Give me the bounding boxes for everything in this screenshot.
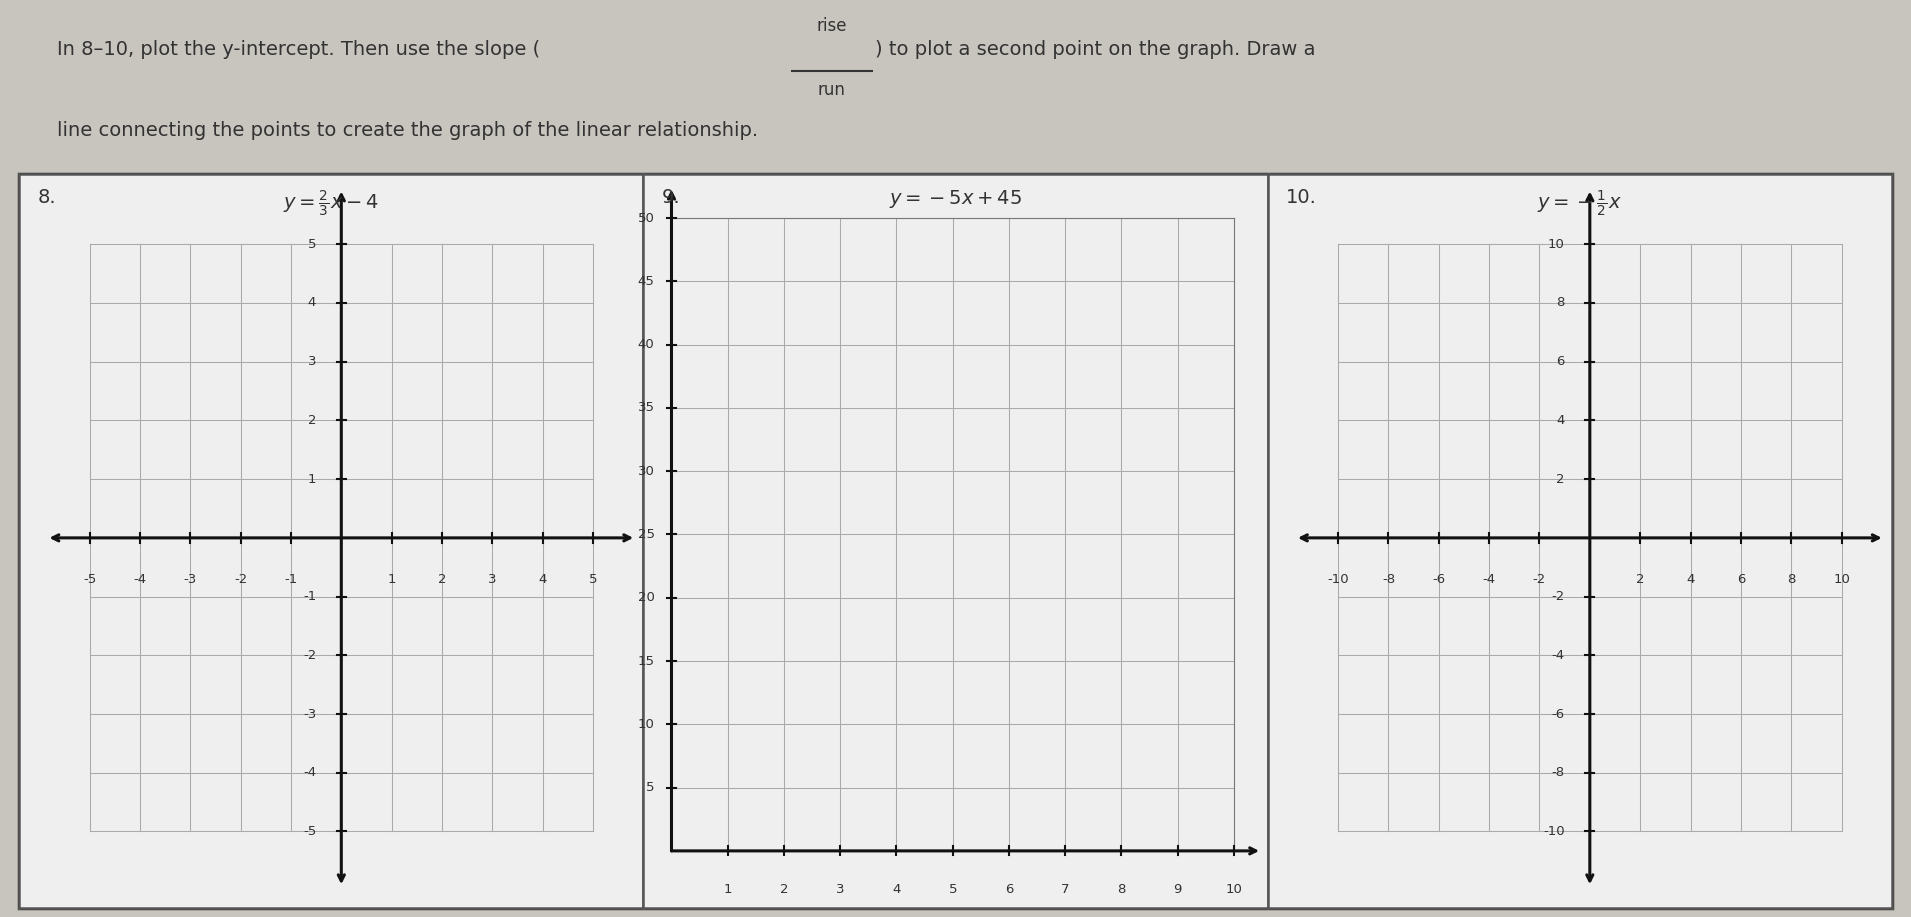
Text: 9.: 9. xyxy=(661,189,680,207)
Text: 30: 30 xyxy=(638,465,655,478)
Text: line connecting the points to create the graph of the linear relationship.: line connecting the points to create the… xyxy=(57,121,757,140)
Text: -10: -10 xyxy=(1328,573,1349,586)
Text: -4: -4 xyxy=(1483,573,1496,586)
Text: run: run xyxy=(818,81,847,99)
Text: 20: 20 xyxy=(638,591,655,604)
Text: $y = \frac{2}{3}x - 4$: $y = \frac{2}{3}x - 4$ xyxy=(283,189,378,218)
Text: -4: -4 xyxy=(134,573,147,586)
Text: $y = -5x + 45$: $y = -5x + 45$ xyxy=(889,189,1022,211)
Text: 1: 1 xyxy=(388,573,396,586)
Text: 8: 8 xyxy=(1556,296,1565,309)
Text: ) to plot a second point on the graph. Draw a: ) to plot a second point on the graph. D… xyxy=(875,40,1315,60)
Text: 6: 6 xyxy=(1556,355,1565,369)
Text: 10: 10 xyxy=(1833,573,1850,586)
Text: 10: 10 xyxy=(1225,882,1242,896)
Text: -3: -3 xyxy=(302,708,315,721)
Text: 3: 3 xyxy=(308,355,315,369)
Text: 6: 6 xyxy=(1005,882,1013,896)
Text: -4: -4 xyxy=(304,767,315,779)
Text: -4: -4 xyxy=(1552,649,1565,662)
Text: 40: 40 xyxy=(638,338,655,351)
Text: -3: -3 xyxy=(183,573,197,586)
Text: 10: 10 xyxy=(1548,238,1565,250)
Text: 45: 45 xyxy=(638,275,655,288)
Text: 35: 35 xyxy=(638,402,655,414)
Text: $y = -\frac{1}{2}x$: $y = -\frac{1}{2}x$ xyxy=(1538,189,1622,218)
Text: 6: 6 xyxy=(1737,573,1745,586)
Text: -6: -6 xyxy=(1552,708,1565,721)
Text: -2: -2 xyxy=(233,573,247,586)
Text: 2: 2 xyxy=(1636,573,1645,586)
Text: 15: 15 xyxy=(638,655,655,668)
Text: 3: 3 xyxy=(835,882,845,896)
Text: 2: 2 xyxy=(1556,472,1565,486)
Text: 10.: 10. xyxy=(1286,189,1317,207)
Text: 2: 2 xyxy=(308,414,315,427)
Text: 4: 4 xyxy=(1686,573,1695,586)
Text: -2: -2 xyxy=(1552,591,1565,603)
Text: 8: 8 xyxy=(1118,882,1126,896)
Text: -8: -8 xyxy=(1552,767,1565,779)
Text: 4: 4 xyxy=(892,882,900,896)
Text: 10: 10 xyxy=(638,718,655,731)
Text: 5: 5 xyxy=(589,573,598,586)
Text: 2: 2 xyxy=(438,573,447,586)
Text: -2: -2 xyxy=(1533,573,1546,586)
Text: 25: 25 xyxy=(638,528,655,541)
Text: -6: -6 xyxy=(1431,573,1445,586)
Text: 1: 1 xyxy=(724,882,732,896)
Text: 4: 4 xyxy=(539,573,547,586)
Text: 50: 50 xyxy=(638,212,655,225)
Text: -1: -1 xyxy=(285,573,298,586)
Text: -5: -5 xyxy=(82,573,96,586)
Text: 8: 8 xyxy=(1787,573,1796,586)
Text: rise: rise xyxy=(816,17,847,35)
Text: 5: 5 xyxy=(646,781,655,794)
Text: -2: -2 xyxy=(302,649,315,662)
Text: 1: 1 xyxy=(308,472,315,486)
Text: 8.: 8. xyxy=(38,189,57,207)
Text: 2: 2 xyxy=(780,882,787,896)
Text: 5: 5 xyxy=(308,238,315,250)
Text: -1: -1 xyxy=(302,591,315,603)
Text: 5: 5 xyxy=(948,882,957,896)
Text: -10: -10 xyxy=(1542,825,1565,838)
Text: In 8–10, plot the y-intercept. Then use the slope (: In 8–10, plot the y-intercept. Then use … xyxy=(57,40,539,60)
Text: -5: -5 xyxy=(302,825,315,838)
Text: 3: 3 xyxy=(487,573,497,586)
Text: 4: 4 xyxy=(1556,414,1565,427)
Text: 4: 4 xyxy=(308,296,315,309)
Text: 9: 9 xyxy=(1173,882,1181,896)
Text: 7: 7 xyxy=(1061,882,1070,896)
Text: -8: -8 xyxy=(1382,573,1395,586)
